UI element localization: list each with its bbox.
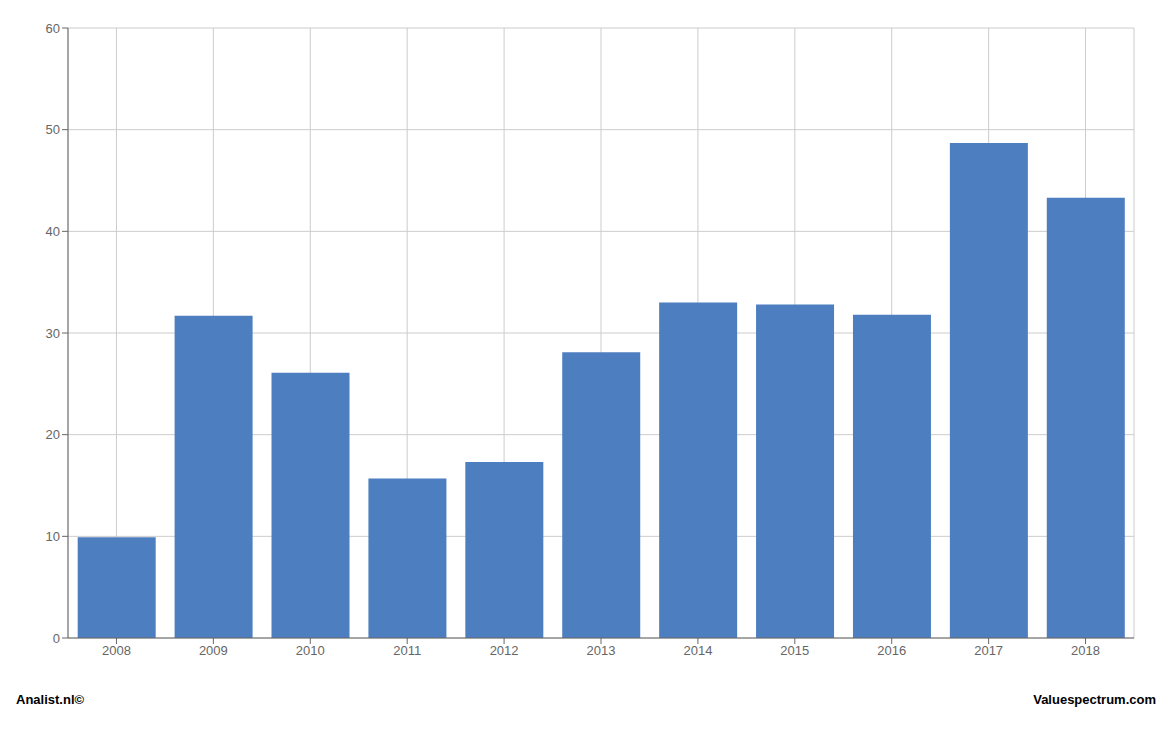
svg-text:0: 0 [53, 631, 60, 646]
svg-text:20: 20 [46, 427, 60, 442]
html-text:Analist.nl©: Analist.nl© [16, 692, 85, 707]
svg-text:10: 10 [46, 529, 60, 544]
svg-text:2015: 2015 [780, 643, 809, 658]
svg-text:40: 40 [46, 224, 60, 239]
svg-text:50: 50 [46, 122, 60, 137]
svg-text:2014: 2014 [683, 643, 712, 658]
svg-text:2010: 2010 [296, 643, 325, 658]
svg-text:2009: 2009 [199, 643, 228, 658]
html-text:Valuespectrum.com: Valuespectrum.com [1033, 692, 1156, 707]
svg-text:2011: 2011 [393, 643, 421, 658]
svg-text:2008: 2008 [102, 643, 131, 658]
svg-text:2013: 2013 [587, 643, 616, 658]
svg-text:2016: 2016 [877, 643, 906, 658]
svg-text:30: 30 [46, 326, 60, 341]
svg-text:60: 60 [46, 21, 60, 36]
svg-text:2017: 2017 [974, 643, 1003, 658]
svg-text:2018: 2018 [1071, 643, 1100, 658]
svg-text:2012: 2012 [490, 643, 519, 658]
